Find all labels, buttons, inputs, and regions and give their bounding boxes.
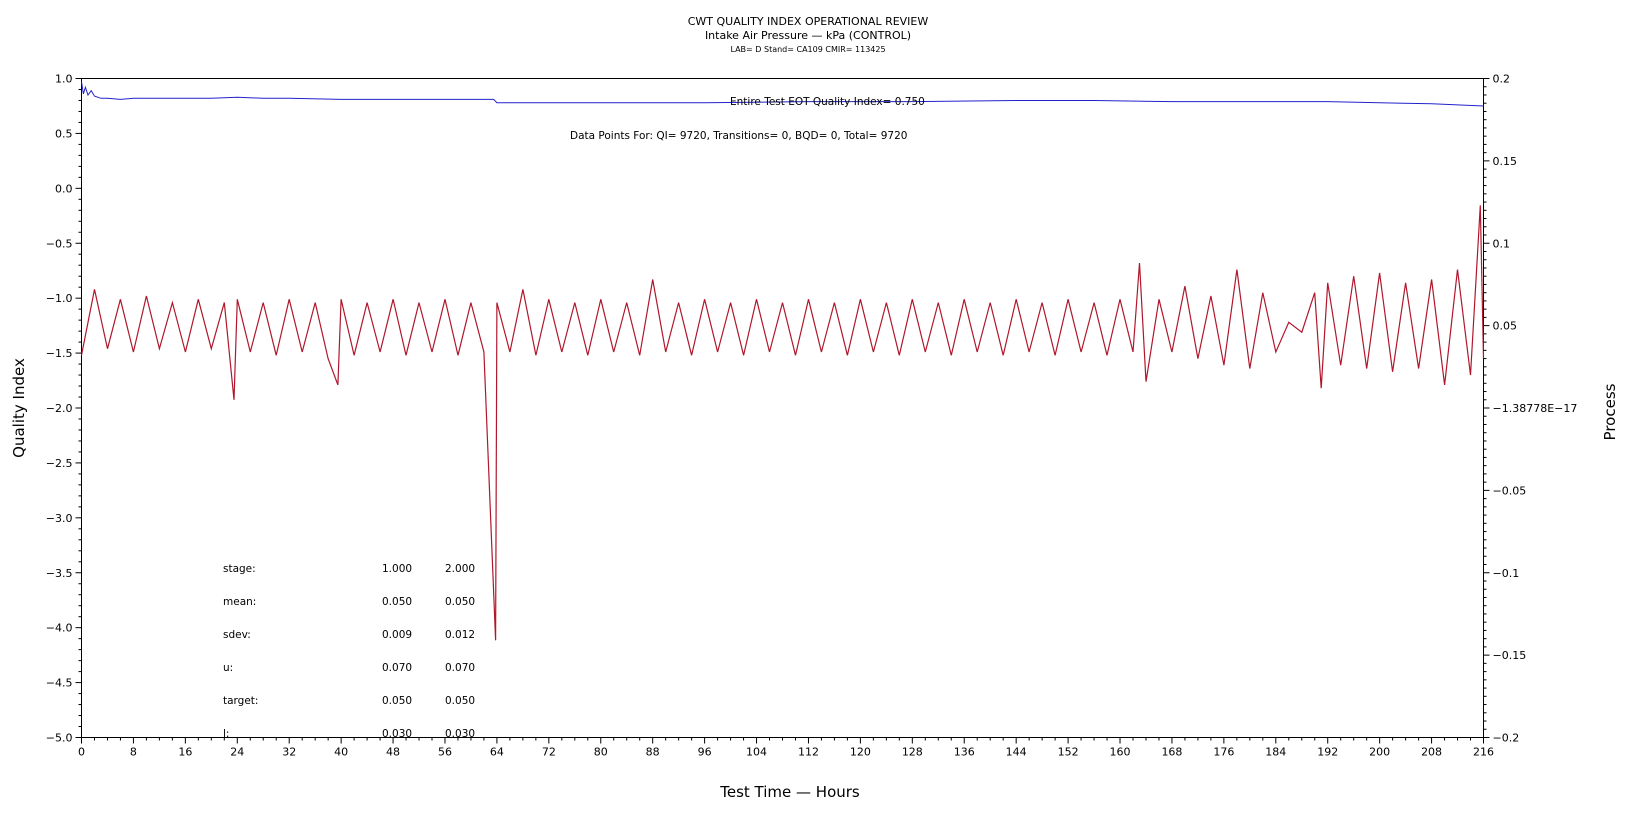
y-tick-label: −1.0 xyxy=(46,292,73,305)
eot-quality-index: Entire Test EOT Quality Index= 0.750 xyxy=(730,96,925,108)
y-tick-label: 0.5 xyxy=(55,127,73,140)
x-tick-label: 112 xyxy=(798,746,819,759)
x-tick-label: 168 xyxy=(1161,746,1182,759)
y-tick-label: 1.0 xyxy=(55,73,73,86)
x-tick-label: 48 xyxy=(386,746,400,759)
x-tick-label: 72 xyxy=(542,746,556,759)
x-tick-label: 144 xyxy=(1006,746,1027,759)
stats-value-stage1: 0.050 xyxy=(382,596,412,608)
stats-value-stage1: 0.070 xyxy=(382,662,412,674)
y-tick-label: −3.0 xyxy=(46,512,73,525)
series-layer xyxy=(80,81,1485,641)
y2-tick-label: −0.15 xyxy=(1493,649,1527,662)
x-tick-label: 120 xyxy=(850,746,871,759)
data-points-summary: Data Points For: QI= 9720, Transitions= … xyxy=(570,130,907,142)
y2-tick-label: 0.05 xyxy=(1493,320,1518,333)
x-tick-label: 96 xyxy=(698,746,712,759)
x-tick-label: 88 xyxy=(646,746,660,759)
stats-label: target: xyxy=(223,695,258,707)
y-tick-label: 0.0 xyxy=(55,182,73,195)
y2-tick-label: 0.2 xyxy=(1493,73,1511,86)
x-tick-label: 32 xyxy=(282,746,296,759)
x-tick-label: 104 xyxy=(746,746,767,759)
x-tick-label: 200 xyxy=(1369,746,1390,759)
y2-tick-label: −0.2 xyxy=(1493,732,1520,745)
y-tick-label: −3.5 xyxy=(46,567,73,580)
x-tick-label: 152 xyxy=(1058,746,1079,759)
stats-label: stage: xyxy=(223,563,256,575)
y2-tick-label: −0.1 xyxy=(1493,567,1520,580)
stats-value-stage2: 0.050 xyxy=(445,695,475,707)
chart-subtitle-lab: LAB= D Stand= CA109 CMIR= 113425 xyxy=(730,45,885,54)
x-tick-label: 208 xyxy=(1421,746,1442,759)
x-tick-label: 216 xyxy=(1473,746,1494,759)
stats-label: mean: xyxy=(223,596,256,608)
y-tick-label: −2.0 xyxy=(46,402,73,415)
y2-tick-label: 0.15 xyxy=(1493,155,1518,168)
stats-value-stage2: 2.000 xyxy=(445,563,475,575)
stats-value-stage2: 0.050 xyxy=(445,596,475,608)
y-tick-label: −4.5 xyxy=(46,677,73,690)
stats-value-stage1: 0.030 xyxy=(382,728,412,740)
x-tick-label: 0 xyxy=(78,746,85,759)
x-axis-label: Test Time — Hours xyxy=(719,783,860,801)
y-tick-label: −4.0 xyxy=(46,622,73,635)
x-tick-label: 8 xyxy=(130,746,137,759)
x-tick-label: 80 xyxy=(594,746,608,759)
y-tick-label: −2.5 xyxy=(46,457,73,470)
stats-value-stage1: 1.000 xyxy=(382,563,412,575)
x-tick-label: 176 xyxy=(1213,746,1234,759)
y-tick-label: −1.5 xyxy=(46,347,73,360)
x-tick-label: 184 xyxy=(1265,746,1286,759)
series-line-1 xyxy=(81,81,1484,107)
x-tick-label: 160 xyxy=(1110,746,1131,759)
x-tick-label: 56 xyxy=(438,746,452,759)
stats-value-stage2: 0.030 xyxy=(445,728,475,740)
x-tick-label: 192 xyxy=(1317,746,1338,759)
stats-table: stage: 1.000 2.000 mean: 0.050 0.050 sdev: 0.00… xyxy=(223,563,475,740)
axes-layer: 0 8 16 24 32 40 48 56 64 72 80 88 96 104 112 120 128 136 1… xyxy=(46,73,1578,759)
x-tick-label: 64 xyxy=(490,746,504,759)
stats-value-stage1: 0.009 xyxy=(382,629,412,641)
y-axis-label: Quality Index xyxy=(10,358,28,458)
x-tick-label: 16 xyxy=(178,746,192,759)
stats-label: l: xyxy=(223,728,229,740)
y2-tick-label: −0.05 xyxy=(1493,484,1527,497)
y-tick-label: −5.0 xyxy=(46,732,73,745)
y2-tick-label: −1.38778E−17 xyxy=(1493,402,1578,415)
plot-frame xyxy=(81,78,1484,738)
chart-title: CWT QUALITY INDEX OPERATIONAL REVIEW xyxy=(688,15,929,28)
chart-subtitle: Intake Air Pressure — kPa (CONTROL) xyxy=(705,29,911,42)
stats-value-stage2: 0.070 xyxy=(445,662,475,674)
y-tick-label: −0.5 xyxy=(46,237,73,250)
y2-axis-label: Process xyxy=(1601,383,1619,440)
x-tick-label: 24 xyxy=(230,746,244,759)
x-tick-label: 40 xyxy=(334,746,348,759)
x-tick-label: 128 xyxy=(902,746,923,759)
series-line-2 xyxy=(80,205,1485,641)
y2-tick-label: 0.1 xyxy=(1493,237,1511,250)
stats-value-stage1: 0.050 xyxy=(382,695,412,707)
stats-label: u: xyxy=(223,662,233,674)
stats-value-stage2: 0.012 xyxy=(445,629,475,641)
x-tick-label: 136 xyxy=(954,746,975,759)
stats-label: sdev: xyxy=(223,629,251,641)
